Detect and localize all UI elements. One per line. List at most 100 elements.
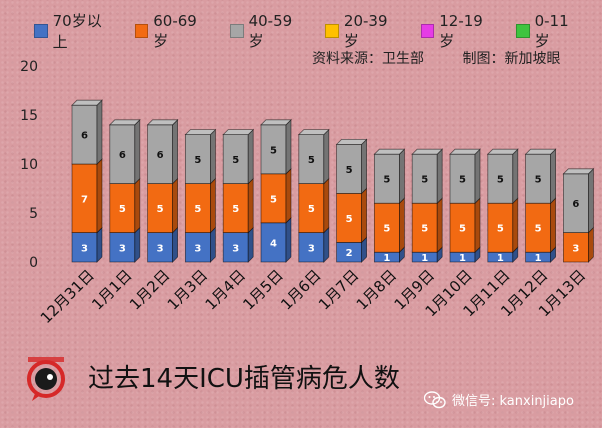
data-label: 5 [421,224,428,235]
data-label: 5 [270,194,277,205]
data-label: 1 [535,253,542,264]
legend-swatch [134,24,149,38]
x-tick-label: 1月2日 [126,266,173,313]
legend-item-20-39: 20-39岁 [325,10,400,52]
bar-segment-side [96,158,103,234]
x-tick-label: 12月31日 [37,266,98,327]
bar-segment [147,183,174,234]
data-label: 5 [346,214,353,225]
data-label: 3 [232,243,239,254]
bar-stack: 3 5 5 [184,128,217,263]
bar-segment-side [323,226,330,263]
bar-top [373,148,406,155]
bar-segment [147,124,174,185]
bar-top [486,148,519,155]
x-tick-label: 1月6日 [277,266,324,313]
x-tick-label: 1月7日 [315,266,362,313]
bar-segment [525,202,551,253]
bar-segment-side [512,148,519,205]
data-label: 3 [81,243,88,254]
legend: 70岁以上 60-69岁 40-59岁 20-39岁 12-19岁 0-11岁 [34,10,602,52]
bar-segment-side [436,148,443,205]
data-label: 5 [535,224,542,235]
x-tick-label: 1月1日 [88,266,135,313]
bar-top [411,148,444,155]
bar-segment-side [247,128,254,185]
bar-segment-side [436,197,443,254]
legend-label: 60-69岁 [153,11,197,50]
bar-segment [109,232,136,263]
bar-segment-side [550,197,556,254]
data-label: 5 [308,204,315,215]
data-label: 6 [157,150,164,161]
bar-segment [109,124,136,185]
data-label: 3 [572,243,579,254]
bar-segment-side [361,187,368,244]
bar-segment [411,153,438,204]
bar-segment [449,202,476,253]
legend-item-60-69: 60-69岁 [134,10,210,52]
bar-segment [147,232,174,263]
bar-segment-side [96,226,103,263]
data-label: 1 [421,253,428,264]
bar-segment [71,104,98,165]
bar-top [184,129,217,136]
bar-top [71,99,103,106]
bar-top [562,168,595,175]
data-label: 5 [421,175,428,186]
data-label: 6 [572,199,579,210]
data-label: 5 [194,155,201,166]
bar-segment-side [134,177,141,234]
bar-segment-side [588,226,594,263]
x-tick-label: 1月4日 [202,266,249,313]
legend-swatch [34,24,48,38]
bar-segment-side [247,177,254,234]
bar-segment-side [172,226,179,263]
data-label: 3 [308,243,315,254]
y-tick-label: 20 [20,59,38,75]
legend-label: 20-39岁 [343,11,388,50]
bar-segment-side [550,148,556,205]
bar-segment-side [172,118,179,185]
bar-top [297,129,330,136]
bar-segment-side [209,177,216,234]
bar-segment [109,183,136,234]
x-tick-label: 1月8日 [353,266,400,313]
bar-segment-side [474,148,481,205]
made-by: 制图：新加坡眼 [462,51,561,67]
bar-stack: 3 5 5 [297,128,330,263]
data-label: 6 [81,131,88,142]
legend-swatch [420,24,435,38]
data-label: 1 [383,253,390,264]
wechat-account: 微信号: kanxinjiapo [452,394,574,409]
bar-segment [373,202,400,253]
bar-segment [449,153,476,204]
y-tick-label: 5 [29,206,38,222]
data-label: 3 [194,243,201,254]
data-label: 5 [119,204,126,215]
bar-stack: 36 [562,167,595,263]
bar-segment-side [285,216,292,263]
y-tick-label: 15 [20,108,38,124]
data-label: 5 [157,204,164,215]
data-label: 5 [346,165,353,176]
bar-stack: 3 5 6 [146,118,179,263]
kanxinjiapo-logo [27,357,65,401]
bar-segment [222,183,249,234]
bar-segment-side [172,177,179,234]
data-label: 5 [194,204,201,215]
bar-top [146,119,179,126]
bar-segment-side [209,226,216,263]
data-label: 5 [270,145,277,156]
bar-segment-side [285,167,292,224]
x-tick-label: 1月3日 [164,266,211,313]
data-label: 6 [119,150,126,161]
bar-stack: 1 5 5 [373,148,406,264]
data-label: 5 [497,175,504,186]
y-tick-label: 10 [20,157,38,173]
legend-item-40-59: 40-59岁 [229,10,305,52]
bar-segment-side [361,138,368,195]
data-label: 5 [308,155,315,166]
legend-label: 12-19岁 [439,11,483,50]
